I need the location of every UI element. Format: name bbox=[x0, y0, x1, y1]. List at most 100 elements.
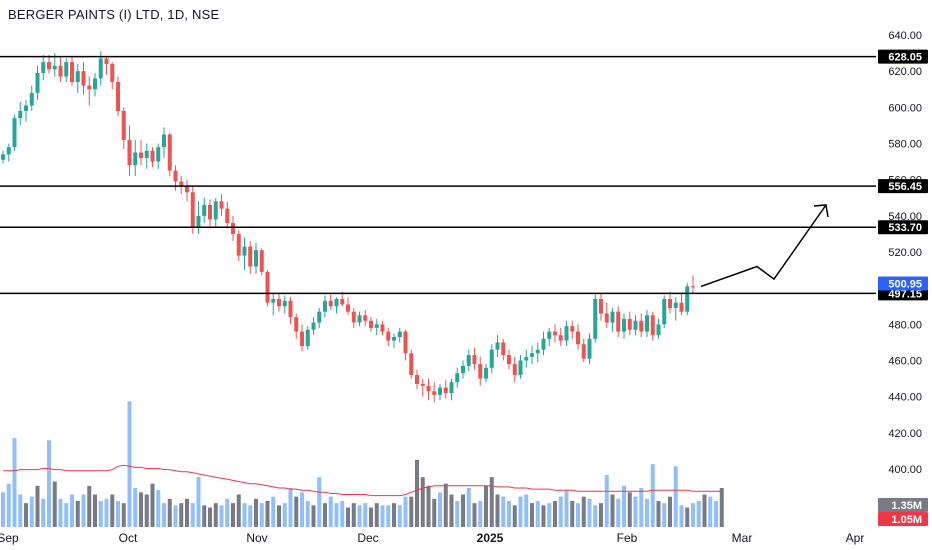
candle-body bbox=[507, 355, 511, 365]
candle bbox=[277, 293, 281, 312]
candle bbox=[541, 331, 546, 356]
candle bbox=[110, 62, 115, 90]
candle-body bbox=[587, 338, 592, 359]
candle bbox=[167, 132, 172, 177]
volume-bars bbox=[1, 401, 724, 527]
candle bbox=[587, 333, 592, 365]
volume-bar bbox=[47, 440, 51, 527]
volume-bar bbox=[271, 496, 276, 527]
candle-body bbox=[6, 147, 11, 155]
candle-body bbox=[351, 311, 356, 323]
candle-body bbox=[472, 355, 477, 365]
y-tick-label: 480.00 bbox=[888, 319, 922, 331]
candle-body bbox=[380, 324, 385, 332]
candle-body bbox=[633, 320, 638, 330]
last-price-badge-bg bbox=[878, 276, 928, 291]
volume-bar bbox=[420, 477, 425, 527]
candle bbox=[656, 318, 661, 339]
volume-bar bbox=[484, 485, 488, 527]
candle bbox=[501, 338, 506, 361]
volume-bar bbox=[547, 503, 552, 527]
candle bbox=[35, 65, 40, 101]
volume-bar bbox=[610, 494, 615, 527]
candle bbox=[484, 364, 488, 383]
volume-bar bbox=[576, 503, 580, 527]
volume-bar bbox=[616, 498, 621, 527]
candle-body bbox=[35, 72, 40, 93]
candle-body bbox=[466, 355, 471, 366]
candle bbox=[645, 309, 649, 337]
volume-bar bbox=[156, 490, 161, 527]
x-tick-label: Sep bbox=[0, 531, 19, 545]
candle bbox=[104, 56, 109, 75]
candle-body bbox=[87, 85, 92, 90]
candle-body bbox=[581, 344, 586, 359]
volume-bar bbox=[627, 492, 632, 527]
volume-bar bbox=[41, 498, 46, 527]
candle bbox=[328, 293, 333, 310]
volume-bar bbox=[12, 438, 17, 527]
candle bbox=[478, 356, 483, 386]
candle bbox=[150, 147, 155, 168]
candle-body bbox=[208, 204, 212, 220]
candle bbox=[570, 320, 575, 339]
candle-body bbox=[288, 300, 293, 318]
candle bbox=[231, 215, 235, 242]
volume-bar bbox=[75, 501, 80, 527]
candle bbox=[24, 100, 28, 122]
candle-body bbox=[265, 271, 270, 303]
candle-body bbox=[162, 134, 166, 148]
candle-body bbox=[271, 299, 276, 303]
volume-bar bbox=[323, 503, 327, 527]
candle bbox=[449, 378, 454, 401]
volume-bar bbox=[93, 494, 97, 527]
candle-body bbox=[547, 331, 552, 339]
volume-bar bbox=[305, 501, 310, 527]
candle-body bbox=[317, 311, 322, 323]
x-tick-label: Nov bbox=[246, 531, 267, 545]
volume-bar bbox=[553, 501, 557, 527]
candle bbox=[75, 63, 80, 93]
y-tick-label: 540.00 bbox=[888, 211, 922, 223]
candle bbox=[58, 56, 63, 83]
candle-body bbox=[553, 331, 557, 336]
volume-bar bbox=[489, 477, 494, 527]
candle-body bbox=[213, 201, 218, 220]
candle-body bbox=[673, 302, 678, 309]
candle-body bbox=[662, 299, 667, 325]
volume-bar bbox=[650, 464, 655, 527]
volume-badge: 1.35M bbox=[891, 500, 922, 512]
volume-bar bbox=[495, 494, 500, 527]
volume-bar bbox=[564, 490, 569, 527]
candle bbox=[530, 346, 534, 365]
candle bbox=[639, 313, 644, 337]
level-badge-bg bbox=[878, 49, 928, 64]
volume-bar bbox=[52, 481, 57, 527]
candle-body bbox=[610, 311, 615, 323]
candle bbox=[518, 355, 523, 379]
candle-body bbox=[277, 299, 281, 307]
candle bbox=[616, 306, 621, 337]
candle bbox=[242, 237, 247, 271]
volume-bar bbox=[162, 503, 166, 527]
candle-body bbox=[196, 215, 201, 227]
candle-body bbox=[294, 317, 299, 332]
volume-bar bbox=[18, 494, 23, 527]
volume-bar bbox=[104, 498, 109, 527]
candle bbox=[81, 62, 86, 95]
volume-bar bbox=[461, 494, 465, 527]
candle-body bbox=[340, 299, 345, 305]
candle-body bbox=[599, 299, 603, 314]
candle-body bbox=[305, 329, 310, 347]
x-tick-label: Mar bbox=[732, 531, 753, 545]
candle-body bbox=[570, 326, 575, 332]
candle bbox=[144, 143, 149, 169]
volume-bar bbox=[570, 501, 575, 527]
volume-bar bbox=[668, 496, 672, 527]
candle-body bbox=[259, 250, 264, 272]
x-tick-label: Dec bbox=[357, 531, 378, 545]
candle bbox=[219, 194, 224, 216]
candle bbox=[121, 107, 126, 149]
volume-bar bbox=[334, 503, 339, 527]
